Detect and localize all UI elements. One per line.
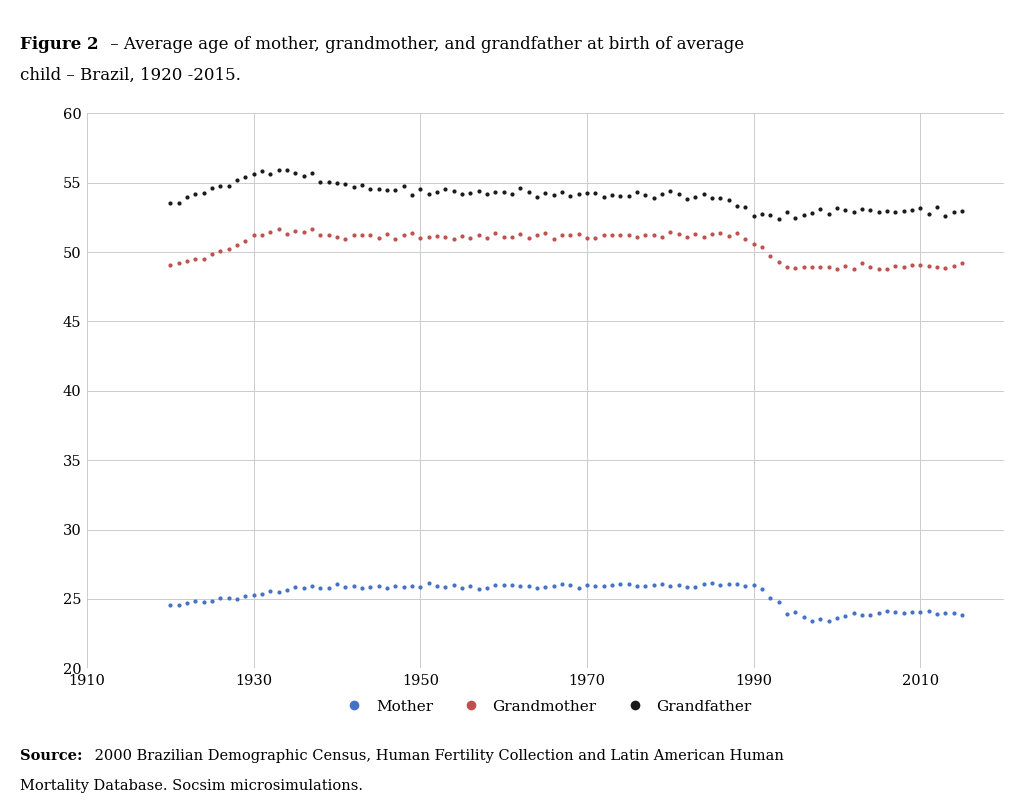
Text: – Average age of mother, grandmother, and grandfather at birth of average: – Average age of mother, grandmother, an…	[105, 36, 744, 53]
Text: 2000 Brazilian Demographic Census, Human Fertility Collection and Latin American: 2000 Brazilian Demographic Census, Human…	[90, 749, 784, 763]
Text: Source:: Source:	[20, 749, 83, 763]
Text: child – Brazil, 1920 -2015.: child – Brazil, 1920 -2015.	[20, 66, 242, 83]
Text: Mortality Database. Socsim microsimulations.: Mortality Database. Socsim microsimulati…	[20, 779, 364, 793]
Text: Figure 2: Figure 2	[20, 36, 99, 53]
Legend: Mother, Grandmother, Grandfather: Mother, Grandmother, Grandfather	[333, 693, 758, 720]
